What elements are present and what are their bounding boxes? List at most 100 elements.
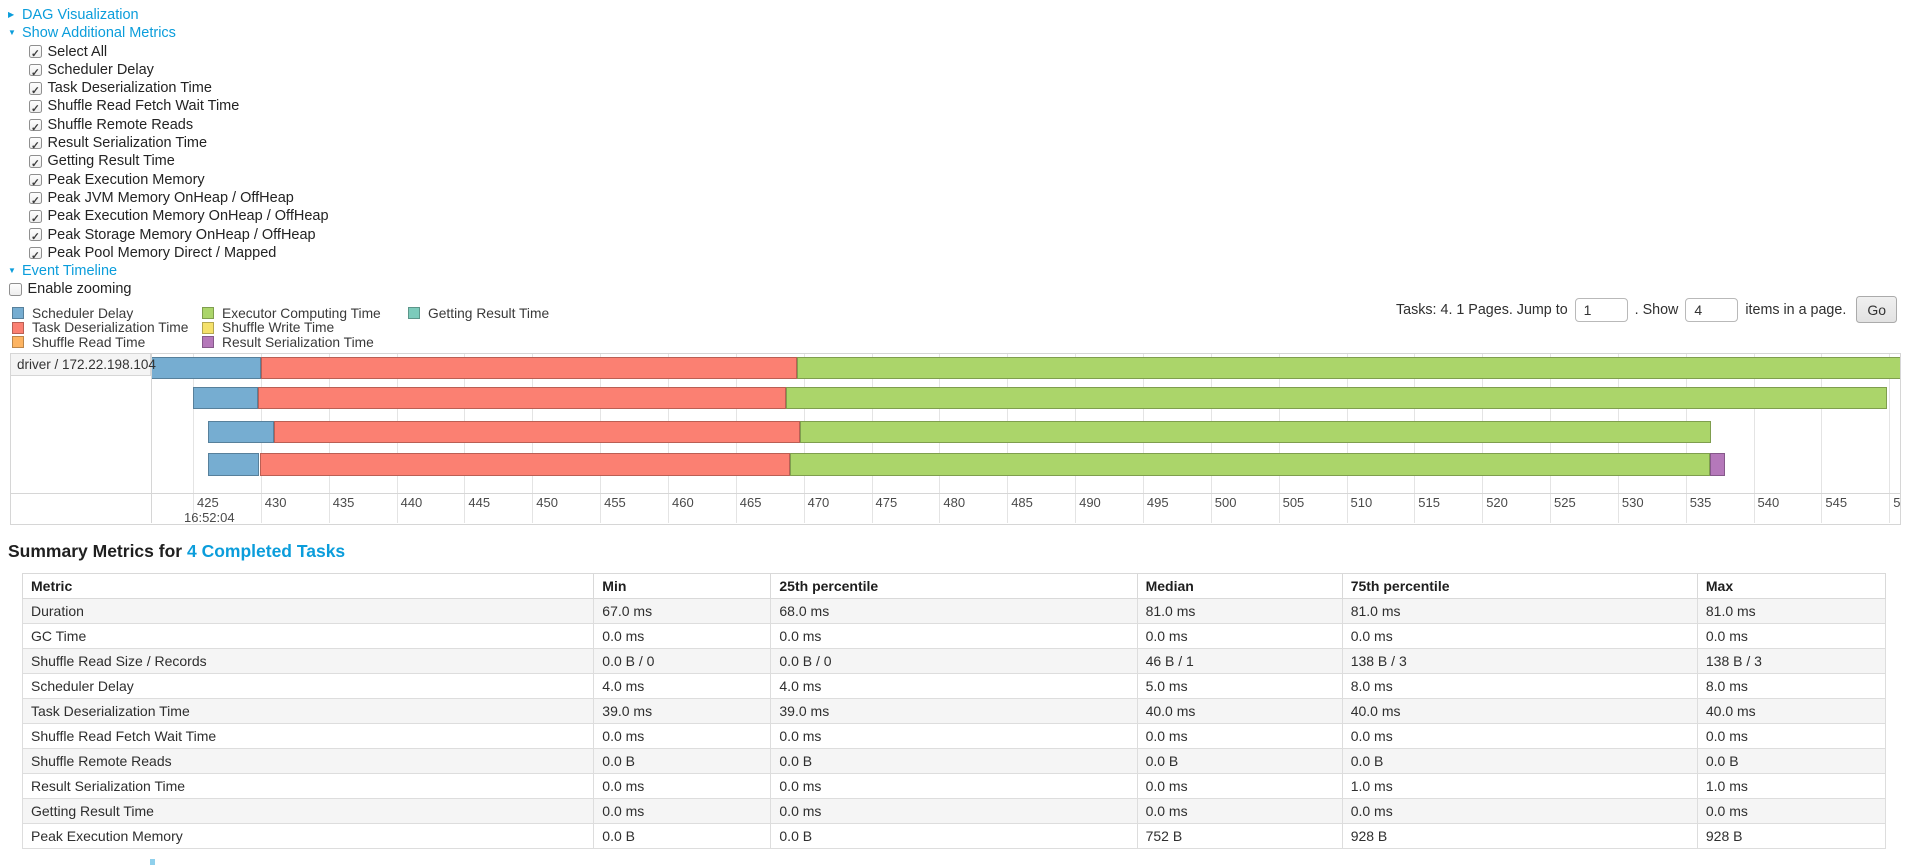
metric-checkbox-row[interactable]: Getting Result Time: [8, 152, 329, 173]
metric-checkbox-row[interactable]: Select All: [8, 43, 329, 63]
clipped-content-sliver: [150, 859, 155, 865]
metric-checkbox-row[interactable]: Task Deserialization Time: [8, 79, 329, 100]
axis-tick-label: 545: [1825, 495, 1848, 510]
show-additional-metrics-link[interactable]: Show Additional Metrics: [22, 25, 176, 42]
go-button[interactable]: Go: [1856, 296, 1897, 323]
table-cell: 0.0 ms: [770, 798, 1138, 824]
task-bar-segment-scheduler_delay[interactable]: [207, 453, 260, 476]
metric-checkbox-label: Peak Execution Memory OnHeap / OffHeap: [47, 208, 329, 225]
task-bar-segment-task_deserialization[interactable]: [258, 387, 786, 409]
legend-item: Shuffle Write Time: [202, 320, 381, 335]
table-cell: Shuffle Remote Reads: [21, 748, 595, 774]
metric-checkbox-row[interactable]: Peak Pool Memory Direct / Mapped: [8, 244, 329, 264]
table-row: Shuffle Remote Reads 0.0 B 0.0 B 0.0 B 0.0 B…: [21, 748, 1887, 774]
table-cell: 0.0 ms: [1136, 773, 1343, 799]
event-timeline-row[interactable]: ▼ Event Timeline: [8, 262, 329, 280]
legend-item: Task Deserialization Time: [12, 320, 188, 335]
axis-gridline: [1889, 354, 1891, 523]
table-cell: Scheduler Delay: [21, 673, 595, 699]
task-bar-segment-executor_computing[interactable]: [799, 421, 1712, 443]
axis-tick-label: 530: [1621, 495, 1644, 510]
result_serialization-swatch-icon: [202, 336, 214, 349]
metric-checkbox[interactable]: [29, 210, 42, 228]
task-bar-segment-task_deserialization[interactable]: [274, 421, 800, 443]
metric-checkbox[interactable]: [29, 118, 42, 136]
table-cell: GC Time: [21, 623, 595, 649]
task-bar-segment-executor_computing[interactable]: [790, 453, 1711, 476]
event-timeline-link[interactable]: Event Timeline: [22, 263, 118, 280]
table-cell: 0.0 ms: [770, 723, 1138, 749]
enable-zooming-row[interactable]: Enable zooming: [8, 280, 329, 298]
enable-zooming-checkbox[interactable]: [9, 283, 22, 296]
metric-checkbox[interactable]: [29, 45, 42, 63]
table-cell: 40.0 ms: [1696, 698, 1887, 724]
metric-checkbox-row[interactable]: Peak JVM Memory OnHeap / OffHeap: [8, 189, 329, 209]
metric-checkbox[interactable]: [29, 246, 42, 264]
metric-checkbox[interactable]: [29, 136, 42, 155]
table-row: Peak Execution Memory 0.0 B 0.0 B 752 B 928 …: [21, 823, 1887, 849]
table-cell: 39.0 ms: [770, 698, 1138, 724]
metric-checkbox[interactable]: [29, 63, 42, 81]
table-cell: 0.0 ms: [1341, 798, 1698, 824]
table-cell: 0.0 ms: [1341, 623, 1698, 649]
legend-item: Scheduler Delay: [12, 306, 188, 321]
table-row: Getting Result Time 0.0 ms 0.0 ms 0.0 ms 0.0…: [21, 798, 1887, 824]
metric-checkbox-row[interactable]: Scheduler Delay: [8, 61, 329, 81]
metric-checkbox[interactable]: [29, 100, 42, 118]
metric-checkbox-row[interactable]: Peak Storage Memory OnHeap / OffHeap: [8, 226, 329, 246]
task-bar-segment-executor_computing[interactable]: [796, 357, 1900, 379]
axis-tick-label: 500: [1214, 495, 1237, 510]
task-bar-segment-executor_computing[interactable]: [786, 387, 1887, 409]
table-row: GC Time 0.0 ms 0.0 ms 0.0 ms 0.0 ms 0.0 ms: [21, 623, 1887, 649]
task-bar-segment-task_deserialization[interactable]: [260, 357, 797, 379]
table-cell: 5.0 ms: [1136, 673, 1343, 699]
table-cell: 0.0 B: [593, 748, 772, 774]
axis-tick-label: 540: [1757, 495, 1780, 510]
metric-checkbox[interactable]: [29, 155, 42, 173]
dag-visualization-row[interactable]: ▶ DAG Visualization: [8, 6, 329, 24]
metric-checkbox-row[interactable]: Peak Execution Memory: [8, 171, 329, 191]
table-cell: 46 B / 1: [1136, 648, 1343, 674]
task-bar-segment-scheduler_delay[interactable]: [207, 421, 275, 443]
metric-checkbox-label: Scheduler Delay: [47, 61, 154, 78]
axis-tick-label: 490: [1079, 495, 1101, 510]
table-cell: Task Deserialization Time: [21, 698, 595, 724]
metric-checkbox[interactable]: [29, 191, 42, 209]
table-cell: 81.0 ms: [1136, 598, 1343, 624]
axis-tick-label: 470: [807, 495, 830, 510]
group-column-divider: [151, 354, 152, 523]
metric-checkbox[interactable]: [29, 173, 42, 191]
metric-checkbox-row[interactable]: Shuffle Read Fetch Wait Time: [8, 97, 329, 118]
show-additional-metrics-row[interactable]: ▼ Show Additional Metrics: [8, 24, 329, 42]
summary-metrics-title: Summary Metrics for 4 Completed Tasks: [8, 541, 345, 562]
page-size-input[interactable]: [1685, 297, 1739, 322]
metric-checkbox[interactable]: [29, 82, 42, 100]
table-cell: 0.0 ms: [1136, 723, 1343, 749]
table-cell: 138 B / 3: [1341, 648, 1698, 674]
task-bar-segment-result_serialization[interactable]: [1710, 453, 1725, 476]
task-bar-segment-scheduler_delay[interactable]: [150, 357, 261, 379]
dag-visualization-link[interactable]: DAG Visualization: [22, 7, 139, 23]
metric-checkbox[interactable]: [29, 228, 42, 246]
metric-checkbox-label: Peak Pool Memory Direct / Mapped: [47, 244, 277, 261]
jump-to-page-input[interactable]: [1574, 297, 1628, 322]
legend-item: Result Serialization Time: [202, 335, 381, 350]
executor-group-label: driver / 172.22.198.104: [11, 354, 156, 376]
expanded-arrow-icon: ▼: [8, 28, 16, 38]
table-cell: 0.0 ms: [1136, 623, 1343, 649]
table-cell: 0.0 B: [1696, 748, 1887, 774]
items-per-page-label: items in a page.: [1745, 301, 1847, 318]
legend-item: Getting Result Time: [408, 306, 549, 321]
metric-checkbox-row[interactable]: Result Serialization Time: [8, 134, 329, 155]
axis-tick-label: 515: [1418, 495, 1440, 510]
legend-item: Shuffle Read Time: [12, 335, 188, 350]
completed-tasks-link[interactable]: 4 Completed Tasks: [186, 541, 346, 561]
metric-checkbox-row[interactable]: Shuffle Remote Reads: [8, 116, 329, 136]
metric-checkbox-row[interactable]: Peak Execution Memory OnHeap / OffHeap: [8, 207, 329, 228]
table-header-cell: Median: [1136, 573, 1343, 599]
task-bar-segment-task_deserialization[interactable]: [259, 453, 791, 476]
metric-checkbox-label: Shuffle Read Fetch Wait Time: [47, 98, 240, 115]
table-cell: 81.0 ms: [1696, 598, 1887, 624]
task-bar-segment-scheduler_delay[interactable]: [193, 387, 259, 409]
